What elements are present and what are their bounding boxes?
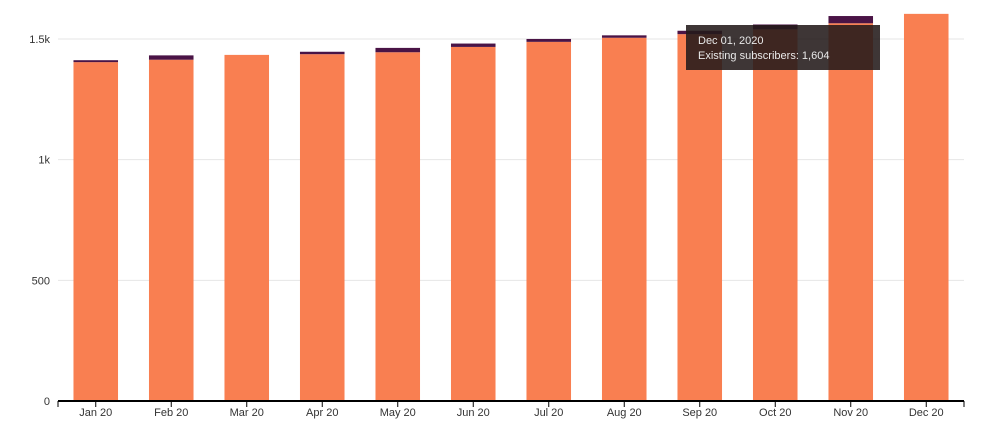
- x-tick-label: Apr 20: [306, 407, 338, 419]
- bar-existing: [148, 59, 194, 401]
- bar-existing: [752, 29, 798, 401]
- tooltip-date: Dec 01, 2020: [698, 35, 764, 47]
- bar-existing: [828, 23, 874, 402]
- bar-existing: [903, 13, 949, 402]
- bar-segment-top: [299, 51, 345, 55]
- x-tick-label: Aug 20: [607, 407, 642, 419]
- bar-segment-top: [526, 38, 572, 42]
- bar-existing: [73, 62, 119, 402]
- tooltip-value: Existing subscribers: 1,604: [698, 50, 830, 62]
- x-tick-label: Jan 20: [79, 407, 112, 419]
- x-tick-label: Oct 20: [759, 407, 791, 419]
- bar-existing: [601, 37, 647, 402]
- x-tick-label: May 20: [380, 407, 416, 419]
- bar-segment-top: [148, 55, 194, 60]
- x-tick-label: Mar 20: [230, 407, 264, 419]
- bar-existing: [299, 54, 345, 401]
- bar-segment-top: [73, 60, 119, 63]
- bar-segment-top: [450, 43, 496, 47]
- x-tick-label: Sep 20: [682, 407, 717, 419]
- y-tick-label: 1k: [38, 155, 50, 167]
- chart-tooltip: Dec 01, 2020 Existing subscribers: 1,604: [686, 25, 880, 70]
- bar-existing: [224, 54, 270, 402]
- bar-existing: [375, 52, 421, 401]
- y-tick-label: 0: [44, 396, 50, 408]
- bar-existing: [677, 34, 723, 401]
- bar-segment-top: [601, 35, 647, 38]
- y-tick-label: 500: [32, 275, 50, 287]
- bar-segment-top: [828, 16, 874, 24]
- bar-existing: [450, 46, 496, 402]
- x-tick-label: Dec 20: [909, 407, 944, 419]
- x-tick-label: Jun 20: [457, 407, 490, 419]
- x-tick-label: Nov 20: [833, 407, 868, 419]
- x-tick-label: Jul 20: [534, 407, 563, 419]
- x-tick-label: Feb 20: [154, 407, 188, 419]
- y-tick-label: 1.5k: [29, 34, 50, 46]
- bar-segment-top: [375, 47, 421, 53]
- bar-existing: [526, 41, 572, 402]
